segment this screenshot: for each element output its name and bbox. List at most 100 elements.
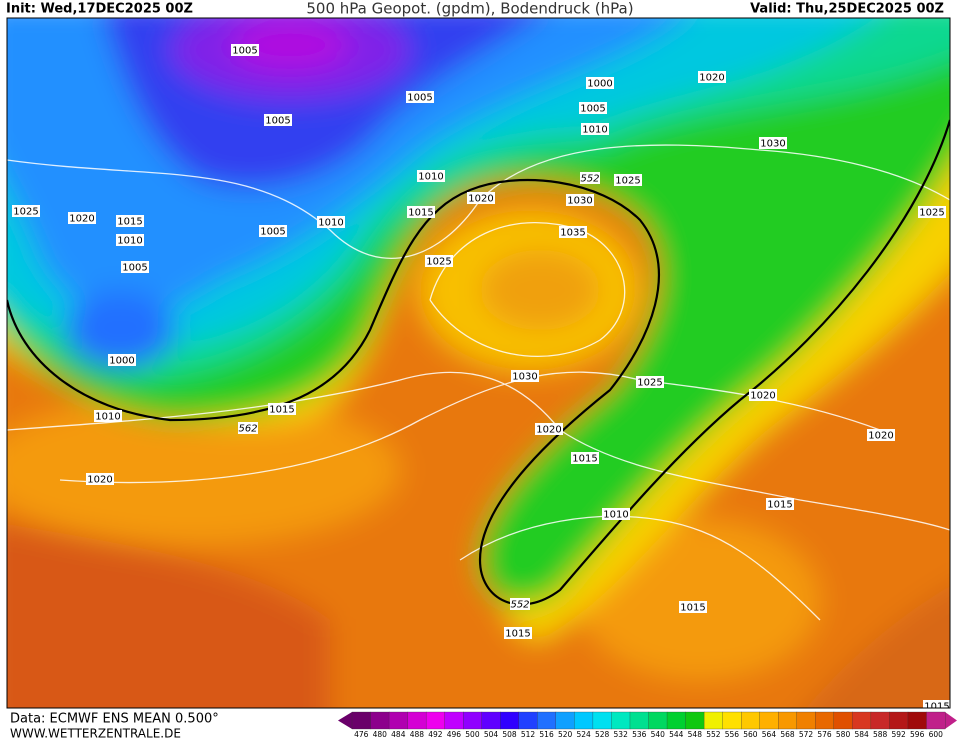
contour-label-box — [602, 508, 630, 520]
colorbar-label: 600 — [929, 730, 944, 739]
colorbar-label: 556 — [725, 730, 740, 739]
valid-label: Valid: Thu,25DEC2025 00Z — [750, 2, 944, 17]
contour-label: 1005 — [260, 227, 285, 238]
contour-label: 1015 — [117, 217, 142, 228]
colorbar-label: 544 — [669, 730, 684, 739]
contour-label-box — [259, 225, 287, 237]
colorbar-label: 580 — [836, 730, 851, 739]
contour-label-box — [116, 234, 144, 246]
contour-label: 1020 — [750, 391, 775, 402]
colorbar-box — [351, 711, 371, 730]
contour-label: 1005 — [122, 263, 147, 274]
colorbar-label: 568 — [780, 730, 795, 739]
colorbar-label: 564 — [762, 730, 777, 739]
contour-label: 1020 — [868, 431, 893, 442]
contour-label-box — [467, 192, 495, 204]
contour-label: 1000 — [109, 356, 134, 367]
colorbar-label: 500 — [465, 730, 480, 739]
colorbar-label: 572 — [799, 730, 814, 739]
contour-label-box — [581, 123, 609, 135]
website: WWW.WETTERZENTRALE.DE — [10, 727, 181, 741]
contour-label-box — [579, 102, 607, 114]
contour-label-box — [317, 216, 345, 228]
colorbar-label: 548 — [688, 730, 703, 739]
contour-label-box — [923, 700, 950, 708]
contour-label: 1015 — [408, 208, 433, 219]
colorbar-label: 520 — [558, 730, 573, 739]
colorbar-box — [481, 711, 501, 730]
colorbar-box — [537, 711, 557, 730]
colorbar-box — [685, 711, 705, 730]
contour-label: 1015 — [924, 702, 949, 713]
contour-label-box — [749, 389, 777, 401]
contour-label-box — [510, 598, 530, 610]
contour-label: 1025 — [615, 176, 640, 187]
colorbar-label: 596 — [910, 730, 925, 739]
colorbar-label: 524 — [576, 730, 591, 739]
contour-label: 1030 — [567, 196, 592, 207]
colorbar-label: 480 — [373, 730, 388, 739]
contour-label: 1035 — [560, 228, 585, 239]
colorbar-box — [648, 711, 668, 730]
contour-label-box — [68, 212, 96, 224]
contour-label: 1025 — [13, 207, 38, 218]
contour-label-box — [238, 422, 258, 434]
colorbar-label: 508 — [502, 730, 517, 739]
contour-label: 1025 — [426, 257, 451, 268]
contour-label-box — [535, 423, 563, 435]
contour-label-box — [108, 354, 136, 366]
contour-label: 1015 — [505, 629, 530, 640]
colorbar-box — [815, 711, 835, 730]
contour-label: 1020 — [87, 475, 112, 486]
contour-labels: 1005 1005 1005 1000 1005 1010 1020 1030 1010 552 1… — [12, 44, 950, 713]
contour-label-box — [268, 403, 296, 415]
contour-label: 1025 — [919, 208, 944, 219]
contour-label: 1015 — [572, 454, 597, 465]
contour-label: 1020 — [468, 194, 493, 205]
colorbar-label: 532 — [614, 730, 629, 739]
colorbar-box — [407, 711, 427, 730]
contour-label: 552 — [580, 174, 599, 185]
contour-label: 1020 — [699, 73, 724, 84]
contour-label-box — [231, 44, 259, 56]
colorbar-box — [592, 711, 612, 730]
contour-label: 1020 — [69, 214, 94, 225]
colorbar-box — [666, 711, 687, 730]
contour-label: 1010 — [318, 218, 343, 229]
colorbar-label: 576 — [817, 730, 832, 739]
contour-label-box — [586, 77, 614, 89]
colorbar-box — [907, 711, 927, 730]
contour-label: 1030 — [512, 372, 537, 383]
colorbar-box — [388, 711, 409, 730]
colorbar-box — [629, 711, 649, 730]
contour-label-box — [679, 601, 707, 613]
contour-label-box — [406, 91, 434, 103]
colorbar-label: 560 — [743, 730, 758, 739]
colorbar-label: 484 — [391, 730, 406, 739]
contour-label-box — [918, 206, 946, 218]
colorbar-box — [778, 711, 798, 730]
colorbar-box — [370, 711, 390, 730]
contour-label-box — [116, 215, 144, 227]
colorbar-label: 488 — [410, 730, 425, 739]
map-title: 500 hPa Geopot. (gpdm), Bodendruck (hPa) — [306, 0, 633, 18]
colorbar-label: 516 — [539, 730, 554, 739]
contour-label: 1015 — [767, 500, 792, 511]
contour-label: 1010 — [418, 172, 443, 183]
contour-label: 1010 — [95, 412, 120, 423]
contour-552 — [7, 119, 950, 606]
contour-label: 552 — [510, 600, 529, 611]
contour-label-box — [766, 498, 794, 510]
contour-label-box — [559, 226, 587, 238]
contour-label-box — [12, 205, 40, 217]
colorbar-label: 588 — [873, 730, 888, 739]
colorbar-box — [463, 711, 483, 730]
contour-label-box — [698, 71, 726, 83]
contour-label-box — [511, 370, 539, 382]
colorbar-label: 552 — [706, 730, 721, 739]
colorbar-label: 492 — [428, 730, 443, 739]
colorbar-box — [741, 711, 761, 730]
